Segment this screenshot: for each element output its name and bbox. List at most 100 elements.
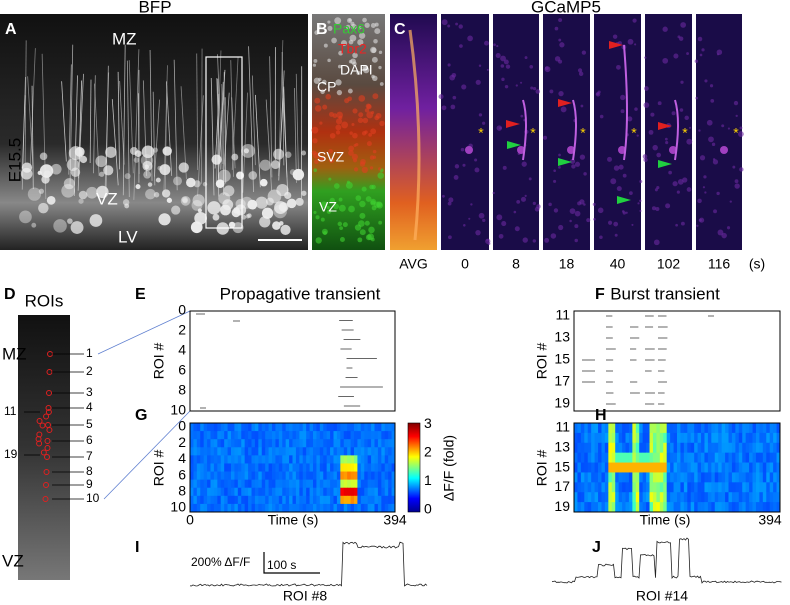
- heat-cell: [367, 463, 372, 472]
- heat-cell: [292, 423, 297, 432]
- roi-label: 9: [86, 477, 93, 491]
- heat-cell: [231, 455, 235, 464]
- heat-cell: [241, 447, 246, 456]
- heat-cell: [752, 452, 757, 463]
- panel-title: BFP: [138, 0, 171, 16]
- heat-cell: [200, 455, 205, 464]
- speckle: [699, 53, 703, 57]
- cell: [78, 198, 84, 204]
- heat-cell: [306, 479, 310, 489]
- heat-cell: [258, 503, 263, 513]
- heat-cell: [652, 482, 657, 493]
- heat-cell: [190, 447, 194, 456]
- nucleus: [323, 43, 328, 48]
- heat-cell: [728, 502, 733, 513]
- fiber: [210, 77, 215, 196]
- heat-cell: [694, 482, 698, 493]
- heat-cell: [735, 462, 740, 473]
- heat-cell: [694, 452, 698, 463]
- speckle: [478, 212, 485, 219]
- heat-cell: [207, 431, 211, 440]
- heat-cell: [313, 431, 317, 440]
- heat-cell: [690, 423, 695, 434]
- y-tick-label: 15: [554, 351, 570, 367]
- heat-cell: [639, 462, 644, 473]
- heat-cell: [282, 503, 287, 513]
- nucleus: [351, 122, 355, 127]
- heat-cell: [336, 455, 341, 464]
- heat-cell: [683, 462, 688, 473]
- heat-cell: [711, 472, 716, 483]
- heat-cell: [268, 487, 273, 497]
- heat-cell: [381, 439, 386, 448]
- heat-cell: [343, 471, 348, 481]
- speckle: [655, 206, 660, 212]
- speckle: [653, 239, 660, 246]
- heat-cell: [316, 463, 321, 472]
- cell: [99, 171, 105, 177]
- heat-cell: [704, 482, 709, 493]
- heat-cell: [261, 487, 266, 497]
- heat-cell: [601, 502, 606, 513]
- heat-cell: [598, 423, 602, 434]
- nucleus: [322, 104, 328, 110]
- heat-cell: [615, 452, 620, 463]
- heat-cell: [196, 495, 201, 505]
- heat-cell: [278, 431, 283, 440]
- cell: [158, 213, 171, 226]
- heat-cell: [615, 472, 620, 483]
- heat-cell: [306, 463, 310, 472]
- heat-cell: [749, 502, 753, 513]
- heat-cell: [251, 495, 256, 505]
- speckle: [447, 24, 451, 28]
- nucleus: [347, 96, 353, 102]
- heat-cell: [670, 502, 674, 513]
- colorbar-tick-label: 2: [424, 444, 432, 460]
- heat-cell: [718, 432, 723, 444]
- speckle: [675, 223, 678, 227]
- speckle: [656, 152, 662, 158]
- cell: [78, 190, 88, 200]
- heat-cell: [649, 452, 654, 463]
- nucleus: [379, 82, 384, 86]
- heat-cell: [244, 471, 249, 481]
- speckle: [543, 135, 548, 140]
- heat-cell: [251, 455, 256, 464]
- heat-cell: [604, 472, 609, 483]
- speckle: [549, 89, 554, 94]
- heat-cell: [360, 463, 365, 472]
- speckle: [504, 84, 509, 89]
- heat-cell: [241, 495, 246, 505]
- heat-cell: [306, 423, 310, 432]
- speckle: [529, 64, 534, 69]
- heat-cell: [302, 503, 307, 513]
- heat-cell: [773, 482, 777, 493]
- nucleus: [340, 40, 348, 47]
- speckle: [478, 113, 483, 117]
- heat-cell: [697, 432, 702, 444]
- heat-cell: [254, 495, 259, 505]
- heat-cell: [285, 439, 290, 448]
- heat-cell: [278, 455, 283, 464]
- heat-cell: [224, 431, 228, 440]
- nucleus: [361, 186, 367, 192]
- heat-cell: [384, 455, 389, 464]
- fiber: [78, 80, 83, 179]
- heat-cell: [663, 492, 668, 503]
- heat-cell: [374, 503, 379, 513]
- heat-cell: [391, 495, 396, 505]
- heat-cell: [282, 447, 287, 456]
- heat-cell: [193, 463, 198, 472]
- heat-cell: [213, 447, 218, 456]
- nucleus: [325, 93, 332, 100]
- heat-cell: [594, 492, 599, 503]
- speckle: [607, 156, 612, 162]
- heat-cell: [731, 432, 736, 444]
- speckle: [628, 191, 633, 196]
- heat-cell: [652, 492, 657, 503]
- marker: *: [580, 125, 586, 141]
- speckle: [625, 211, 628, 214]
- heat-cell: [241, 463, 246, 472]
- heat-cell: [628, 502, 633, 513]
- heat-cell: [278, 471, 283, 481]
